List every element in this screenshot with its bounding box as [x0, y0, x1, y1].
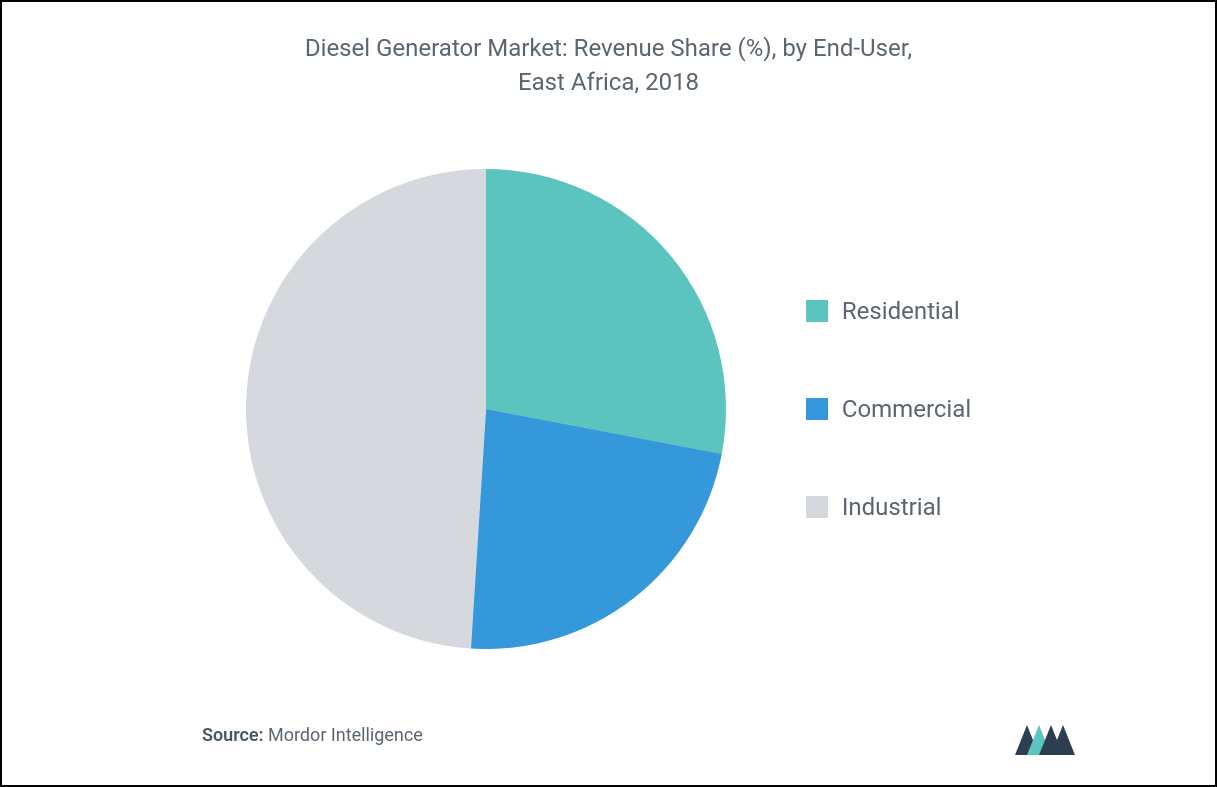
source-label: Source: — [202, 725, 264, 746]
legend-item-commercial: Commercial — [806, 395, 971, 423]
legend-item-residential: Residential — [806, 297, 971, 325]
pie-chart — [246, 169, 726, 649]
footer: Source: Mordor Intelligence — [2, 715, 1215, 755]
legend-label: Industrial — [842, 493, 942, 521]
pie-slice-industrial — [246, 169, 486, 649]
source-attribution: Source: Mordor Intelligence — [202, 725, 423, 746]
brand-logo-icon — [1015, 715, 1075, 755]
legend-label: Commercial — [842, 395, 971, 423]
legend-item-industrial: Industrial — [806, 493, 971, 521]
legend-swatch-icon — [806, 496, 828, 518]
pie-slice-residential — [486, 169, 726, 454]
title-line-1: Diesel Generator Market: Revenue Share (… — [305, 34, 912, 62]
chart-container: Diesel Generator Market: Revenue Share (… — [0, 0, 1217, 787]
legend-label: Residential — [842, 297, 960, 325]
chart-title: Diesel Generator Market: Revenue Share (… — [32, 32, 1185, 99]
source-value: Mordor Intelligence — [268, 725, 423, 746]
legend-swatch-icon — [806, 398, 828, 420]
title-line-2: East Africa, 2018 — [518, 68, 699, 96]
chart-body: Residential Commercial Industrial — [32, 129, 1185, 689]
legend-swatch-icon — [806, 300, 828, 322]
legend: Residential Commercial Industrial — [806, 297, 971, 521]
